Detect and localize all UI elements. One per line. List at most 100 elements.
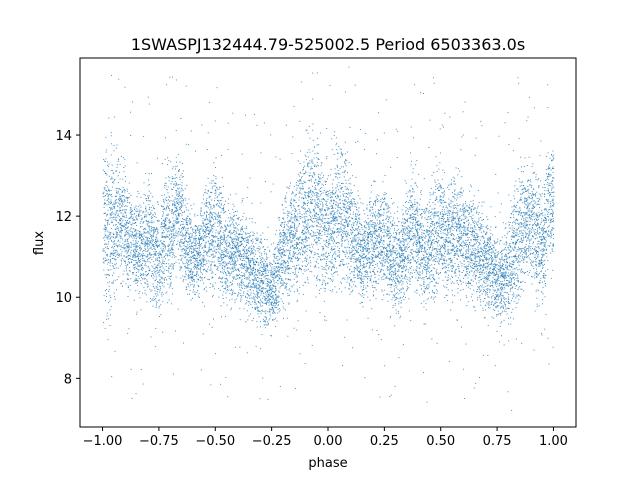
data-point bbox=[176, 165, 178, 167]
data-point bbox=[217, 259, 219, 261]
data-point bbox=[187, 254, 189, 256]
data-point bbox=[253, 279, 255, 281]
data-point bbox=[154, 290, 156, 292]
data-point bbox=[212, 254, 214, 256]
data-point bbox=[136, 162, 138, 164]
data-point bbox=[301, 217, 303, 219]
data-point bbox=[223, 185, 225, 187]
data-point bbox=[196, 250, 198, 252]
data-point bbox=[226, 290, 228, 292]
data-point bbox=[203, 251, 205, 253]
data-point bbox=[300, 172, 302, 174]
data-point bbox=[150, 255, 152, 257]
data-point bbox=[158, 260, 160, 262]
data-point bbox=[134, 219, 136, 221]
data-point bbox=[241, 233, 243, 235]
data-point bbox=[284, 270, 286, 272]
data-point bbox=[129, 221, 131, 223]
data-point bbox=[127, 285, 129, 287]
data-point bbox=[279, 247, 281, 249]
data-point bbox=[213, 255, 215, 257]
data-point bbox=[262, 246, 264, 248]
data-point bbox=[110, 227, 112, 229]
data-point bbox=[125, 224, 127, 226]
data-point bbox=[126, 233, 128, 235]
data-point bbox=[164, 269, 166, 271]
data-point bbox=[106, 204, 108, 206]
data-point bbox=[205, 202, 207, 204]
data-point bbox=[179, 195, 181, 197]
data-point bbox=[120, 210, 122, 212]
data-point bbox=[191, 242, 193, 244]
data-point bbox=[178, 213, 180, 215]
data-point bbox=[243, 267, 245, 269]
data-point bbox=[293, 327, 295, 329]
data-point bbox=[220, 253, 222, 255]
data-point bbox=[170, 281, 172, 283]
data-point bbox=[179, 176, 181, 178]
data-point bbox=[177, 200, 179, 202]
data-point bbox=[125, 209, 127, 211]
data-point bbox=[265, 265, 267, 267]
data-point bbox=[221, 258, 223, 260]
data-point bbox=[269, 318, 271, 320]
data-point bbox=[274, 233, 276, 235]
data-point bbox=[235, 256, 237, 258]
data-point bbox=[241, 229, 243, 231]
data-point bbox=[187, 229, 189, 231]
data-point bbox=[252, 289, 254, 291]
data-point bbox=[240, 263, 242, 265]
data-point bbox=[220, 227, 222, 229]
data-point bbox=[178, 230, 180, 232]
data-point bbox=[186, 231, 188, 233]
data-point bbox=[236, 269, 238, 271]
data-point bbox=[116, 234, 118, 236]
data-point bbox=[145, 261, 147, 263]
data-point bbox=[140, 254, 142, 256]
data-point bbox=[139, 236, 141, 238]
data-point bbox=[177, 209, 179, 211]
data-point bbox=[194, 293, 196, 295]
data-point bbox=[160, 240, 162, 242]
data-point bbox=[135, 283, 137, 285]
data-point bbox=[104, 203, 106, 205]
data-point bbox=[105, 228, 107, 230]
data-point bbox=[304, 247, 306, 249]
data-point bbox=[255, 301, 257, 303]
data-point bbox=[255, 262, 257, 264]
data-point bbox=[299, 189, 301, 191]
data-point bbox=[147, 255, 149, 257]
data-point bbox=[283, 226, 285, 228]
data-point bbox=[115, 264, 117, 266]
data-point bbox=[212, 228, 214, 230]
data-point bbox=[208, 220, 210, 222]
data-point bbox=[207, 241, 209, 243]
data-point bbox=[130, 284, 132, 286]
data-point bbox=[287, 240, 289, 242]
data-point bbox=[299, 216, 301, 218]
data-point bbox=[153, 260, 155, 262]
data-point bbox=[214, 185, 216, 187]
data-point bbox=[180, 234, 182, 236]
data-point bbox=[268, 319, 270, 321]
data-point bbox=[148, 221, 150, 223]
data-point bbox=[172, 254, 174, 256]
data-point bbox=[116, 191, 118, 193]
data-point bbox=[112, 207, 114, 209]
data-point bbox=[236, 236, 238, 238]
data-point bbox=[180, 241, 182, 243]
data-point bbox=[126, 197, 128, 199]
data-point bbox=[162, 214, 164, 216]
data-point bbox=[293, 105, 295, 107]
data-point bbox=[233, 241, 235, 243]
data-point bbox=[258, 296, 260, 298]
data-point bbox=[155, 327, 157, 329]
data-point bbox=[144, 216, 146, 218]
data-point bbox=[185, 279, 187, 281]
data-point bbox=[195, 240, 197, 242]
data-point bbox=[189, 276, 191, 278]
data-point bbox=[237, 260, 239, 262]
data-point bbox=[125, 270, 127, 272]
data-point bbox=[245, 268, 247, 270]
data-point bbox=[110, 194, 112, 196]
